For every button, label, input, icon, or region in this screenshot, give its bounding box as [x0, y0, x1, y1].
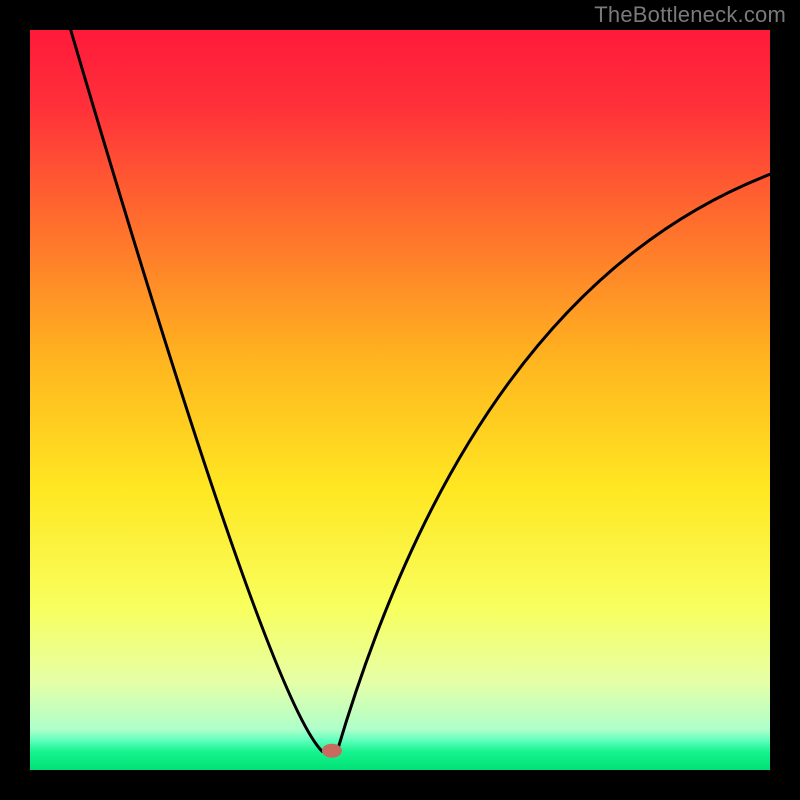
chart-svg: [30, 30, 770, 770]
chart-frame: TheBottleneck.com: [0, 0, 800, 800]
watermark-text: TheBottleneck.com: [594, 2, 786, 28]
optimum-marker: [322, 744, 342, 758]
plot-area: [30, 30, 770, 770]
plot-background: [30, 30, 770, 770]
